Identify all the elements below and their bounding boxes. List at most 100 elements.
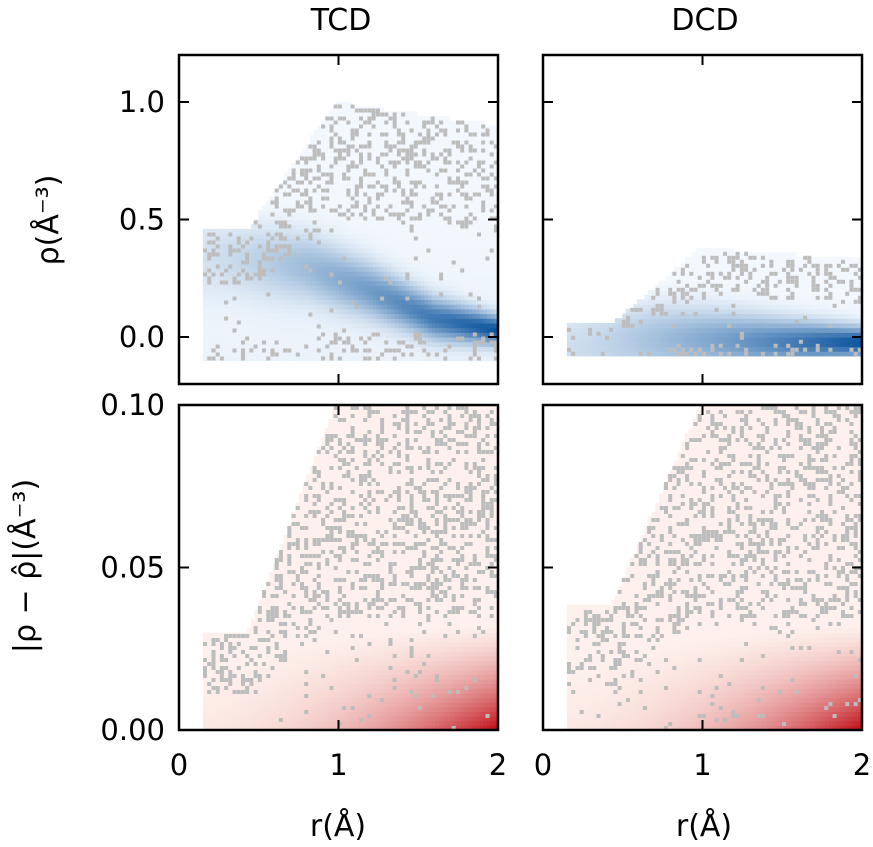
heatmap-cell — [380, 224, 385, 230]
heatmap-cell — [332, 177, 337, 183]
heatmap-cell — [265, 294, 270, 300]
heatmap-cell — [435, 266, 440, 272]
heatmap-cell — [405, 111, 411, 117]
outlier-point — [409, 200, 414, 205]
heatmap-cell — [269, 290, 274, 296]
heatmap-cell — [394, 224, 399, 230]
heatmap-cell — [468, 233, 473, 239]
heatmap-cell — [670, 304, 675, 310]
heatmap-cell — [707, 351, 712, 357]
heatmap-cell — [221, 318, 226, 324]
heatmap-cell — [416, 191, 422, 197]
heatmap-cell — [685, 313, 690, 319]
heatmap-cell — [324, 205, 329, 211]
heatmap-cell — [592, 351, 597, 357]
heatmap-cell — [461, 294, 466, 300]
heatmap-cell — [265, 351, 270, 357]
outlier-point — [384, 172, 389, 177]
heatmap-cell — [298, 308, 304, 315]
outlier-point — [422, 136, 427, 141]
heatmap-cell — [394, 228, 399, 235]
heatmap-cell — [475, 144, 481, 150]
heatmap-cell — [666, 332, 671, 338]
heatmap-cell — [202, 308, 208, 315]
heatmap-cell — [736, 290, 741, 296]
heatmap-cell — [214, 322, 219, 329]
heatmap-cell — [442, 318, 447, 324]
heatmap-cell — [276, 196, 281, 202]
heatmap-cell — [313, 351, 318, 357]
heatmap-cell — [578, 337, 583, 343]
heatmap-cell — [721, 351, 727, 357]
outlier-point — [485, 176, 490, 181]
heatmap-cell — [659, 318, 664, 324]
outlier-point — [300, 168, 304, 173]
heatmap-cell — [461, 285, 466, 291]
heatmap-cell — [721, 332, 727, 338]
heatmap-cell — [387, 191, 392, 197]
heatmap-cell — [343, 252, 348, 258]
heatmap-cell — [446, 238, 451, 244]
heatmap-cell — [346, 257, 352, 263]
heatmap-cell — [439, 313, 444, 319]
heatmap-cell — [725, 337, 730, 343]
heatmap-cell — [416, 346, 422, 352]
heatmap-cell — [368, 125, 374, 131]
heatmap-cell — [302, 290, 307, 296]
heatmap-cell — [350, 271, 355, 277]
outlier-point — [316, 168, 321, 173]
heatmap-cell — [457, 327, 462, 333]
heatmap-cell — [365, 130, 370, 136]
heatmap-cell — [339, 167, 344, 174]
outlier-point — [418, 212, 422, 217]
heatmap-cell — [247, 266, 252, 272]
heatmap-cell — [217, 257, 222, 263]
heatmap-cell — [324, 351, 329, 357]
heatmap-cell — [450, 266, 455, 272]
outlier-point — [312, 188, 317, 193]
heatmap-cell — [261, 219, 267, 225]
heatmap-cell — [696, 304, 701, 310]
heatmap-cell — [298, 318, 304, 324]
heatmap-cell — [276, 275, 281, 282]
heatmap-cell — [405, 205, 411, 211]
heatmap-cell — [247, 228, 252, 235]
heatmap-cell — [710, 280, 716, 286]
heatmap-cell — [339, 332, 344, 338]
heatmap-cell — [380, 332, 385, 338]
outlier-point — [304, 264, 309, 269]
heatmap-cell — [247, 290, 252, 296]
heatmap-cell — [486, 294, 492, 300]
heatmap-cell — [435, 120, 440, 127]
heatmap-cell — [280, 261, 285, 268]
heatmap-cell — [413, 308, 418, 315]
heatmap-cell — [269, 304, 274, 310]
outlier-point — [363, 340, 368, 345]
heatmap-cell — [254, 322, 259, 329]
heatmap-cell — [435, 247, 440, 253]
heatmap-cell — [435, 219, 440, 225]
heatmap-cell — [431, 355, 436, 362]
heatmap-cell — [298, 275, 304, 282]
heatmap-cell — [261, 299, 267, 305]
heatmap-cell — [398, 163, 403, 169]
outlier-point — [392, 180, 397, 185]
heatmap-cell — [368, 341, 374, 347]
heatmap-cell — [696, 252, 701, 258]
heatmap-cell — [354, 158, 359, 164]
heatmap-cell — [350, 341, 355, 347]
heatmap-cell — [243, 318, 248, 324]
heatmap-cell — [391, 149, 396, 155]
outlier-point — [481, 200, 486, 205]
heatmap-cell — [346, 196, 352, 202]
heatmap-cell — [398, 294, 403, 300]
heatmap-cell — [494, 257, 498, 263]
heatmap-cell — [681, 261, 686, 268]
heatmap-cell — [483, 290, 488, 296]
heatmap-cell — [721, 337, 727, 343]
heatmap-cell — [324, 158, 329, 164]
heatmap-cell — [265, 205, 270, 211]
heatmap-cell — [280, 196, 285, 202]
heatmap-cell — [483, 219, 488, 225]
heatmap-cell — [210, 228, 215, 235]
